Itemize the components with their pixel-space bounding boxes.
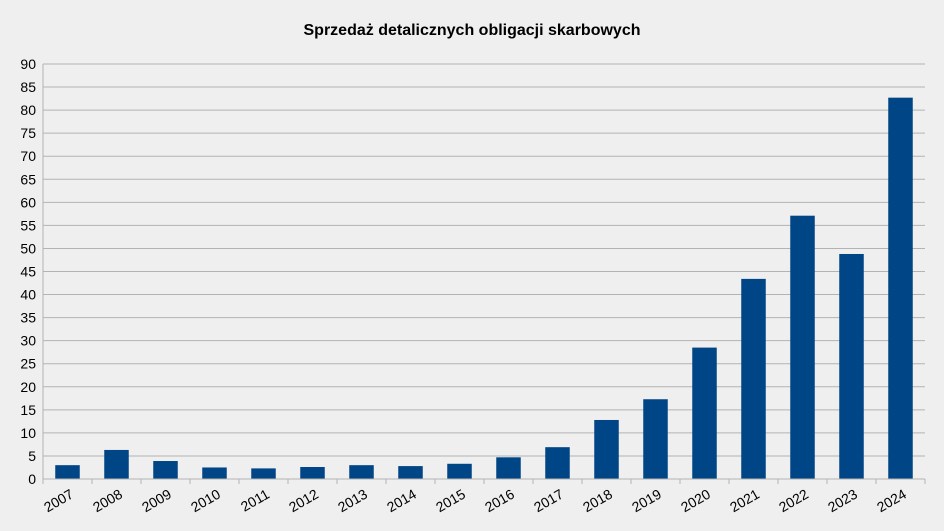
x-tick-label: 2008 (90, 486, 125, 516)
bar-2011 (251, 468, 276, 479)
y-tick-label: 0 (28, 471, 36, 487)
x-tick-label: 2017 (531, 486, 566, 516)
y-tick-label: 35 (20, 310, 36, 326)
x-tick-label: 2024 (874, 486, 909, 516)
bar-2014 (398, 466, 423, 479)
x-tick-label: 2010 (188, 486, 223, 516)
bar-2024 (888, 97, 913, 480)
x-tick-label: 2009 (139, 486, 174, 516)
gridlines (43, 63, 925, 480)
y-tick-label: 25 (20, 356, 36, 372)
x-tick-label: 2023 (825, 486, 860, 516)
x-tick-label: 2013 (335, 486, 370, 516)
x-tick-label: 2007 (41, 486, 76, 516)
y-tick-label: 90 (20, 56, 36, 72)
bar-2023 (839, 253, 864, 479)
bar-2022 (790, 215, 815, 479)
bar-2020 (692, 347, 717, 479)
bar-2012 (300, 467, 325, 479)
y-tick-label: 70 (20, 148, 36, 164)
y-tick-label: 60 (20, 194, 36, 210)
x-tick-labels: 2007 2008 2009 2010 2011 2012 2013 2014 2015 2016… (41, 486, 909, 516)
x-tick-label: 2022 (776, 486, 811, 516)
axes (42, 64, 926, 484)
y-tick-label: 55 (20, 217, 36, 233)
x-tick-label: 2014 (384, 486, 419, 516)
y-tick-label: 10 (20, 425, 36, 441)
y-tick-label: 75 (20, 125, 36, 141)
bar-2018 (594, 419, 619, 479)
bar-2007 (55, 465, 80, 479)
y-tick-label: 5 (28, 448, 36, 464)
bar-2009 (153, 461, 178, 479)
bar-2017 (545, 447, 570, 479)
bar-2021 (741, 278, 766, 479)
x-tick-label: 2019 (629, 486, 664, 516)
bar-2016 (496, 457, 521, 479)
y-tick-label: 20 (20, 379, 36, 395)
x-tick-label: 2021 (727, 486, 762, 516)
x-tick-label: 2015 (433, 486, 468, 516)
y-tick-label: 85 (20, 79, 36, 95)
bar-2008 (104, 449, 129, 479)
bar-2013 (349, 465, 374, 479)
y-tick-label: 80 (20, 102, 36, 118)
x-tick-label: 2016 (482, 486, 517, 516)
x-tick-label: 2012 (286, 486, 321, 516)
y-tick-label: 65 (20, 171, 36, 187)
bar-2015 (447, 463, 472, 479)
bars (55, 97, 913, 480)
bar-2019 (643, 399, 668, 479)
y-tick-label: 40 (20, 287, 36, 303)
y-tick-labels: 0 5 10 15 20 25 30 35 40 45 50 55 60 65 70 75 80 85 90 (20, 56, 36, 487)
y-tick-label: 45 (20, 264, 36, 280)
x-tick-label: 2020 (678, 486, 713, 516)
y-tick-label: 50 (20, 240, 36, 256)
y-tick-label: 30 (20, 333, 36, 349)
bar-2010 (202, 467, 227, 479)
x-tick-label: 2018 (580, 486, 615, 516)
y-tick-label: 15 (20, 402, 36, 418)
chart-title: Sprzedaż detalicznych obligacji skarbowy… (304, 22, 641, 39)
x-tick-label: 2011 (238, 486, 272, 515)
